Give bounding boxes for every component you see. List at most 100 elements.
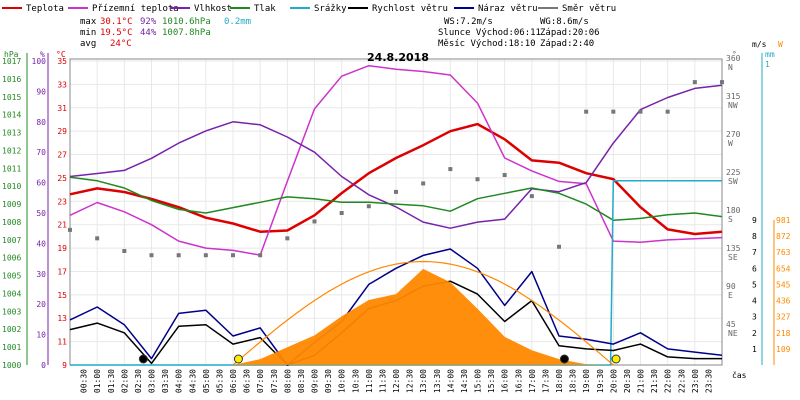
- tick-temp: 9: [62, 361, 67, 370]
- series-solar-area: [233, 268, 614, 365]
- tick-x: 09:00: [311, 369, 320, 393]
- axis-w-title: W: [778, 40, 783, 49]
- tick-pct: 80: [36, 118, 46, 127]
- tick-x: 00:30: [80, 369, 89, 393]
- tick-dir: 180: [726, 206, 741, 215]
- tick-x: 02:00: [120, 369, 129, 393]
- tick-x: 19:30: [596, 369, 605, 393]
- tick-mm: 1: [765, 60, 770, 69]
- legend-label-4: Srážky: [314, 4, 347, 14]
- tick-x: 08:30: [297, 369, 306, 393]
- tick-x: 11:00: [365, 369, 374, 393]
- tick-pct: 40: [36, 239, 46, 248]
- tick-x: 20:00: [609, 369, 618, 393]
- tick-ms: 6: [752, 264, 757, 273]
- tick-x: 01:00: [93, 369, 102, 393]
- tick-x: 16:00: [501, 369, 510, 393]
- stat-min-hum: 44%: [140, 28, 157, 38]
- tick-w: 545: [776, 280, 791, 289]
- tick-hpa: 1001: [2, 343, 21, 352]
- tick-x: 15:00: [474, 369, 483, 393]
- dir-point: [611, 109, 616, 114]
- legend-label-7: Směr větru: [562, 4, 616, 14]
- tick-hpa: 1003: [2, 307, 21, 316]
- tick-hpa: 1012: [2, 146, 21, 155]
- sun-moon-marker: [559, 354, 569, 364]
- series-sm-r-v-tru: [68, 80, 724, 258]
- tick-temp: 17: [57, 267, 67, 276]
- dir-point: [285, 236, 290, 241]
- tick-x: 13:00: [419, 369, 428, 393]
- tick-dir: 225: [726, 168, 741, 177]
- tick-dir-letter: N: [728, 63, 733, 72]
- tick-ms: 7: [752, 248, 757, 257]
- tick-hpa: 1004: [2, 289, 21, 298]
- tick-w: 654: [776, 264, 791, 273]
- series-teplota: [69, 122, 723, 236]
- stat-wg: WG:8.6m/s: [540, 17, 589, 27]
- tick-x: 22:00: [664, 369, 673, 393]
- tick-ms: 8: [752, 232, 757, 241]
- tick-x: 13:30: [433, 369, 442, 393]
- tick-x: 03:30: [161, 369, 170, 393]
- tick-hpa: 1010: [2, 182, 21, 191]
- tick-temp: 13: [57, 314, 67, 323]
- legend-label-2: Vlhkost: [194, 4, 232, 14]
- tick-dir: 315: [726, 92, 741, 101]
- tick-dir: 45: [726, 320, 736, 329]
- tick-temp: 33: [57, 80, 67, 89]
- stat-moon-rise: Měsíc Východ:18:10: [438, 39, 536, 49]
- dir-point: [122, 249, 127, 253]
- tick-x: 14:00: [446, 369, 455, 393]
- tick-ms: 3: [752, 313, 757, 322]
- series-vlhkost: [69, 84, 723, 229]
- tick-temp: 27: [57, 151, 67, 160]
- stat-max-hum: 92%: [140, 17, 157, 27]
- dir-point: [203, 253, 208, 258]
- stat-max-label: max: [80, 17, 97, 27]
- tick-dir-letter: E: [728, 291, 733, 300]
- tick-temp: 31: [57, 104, 67, 113]
- legend-label-6: Náraz větru: [478, 4, 538, 14]
- tick-ms: 5: [752, 280, 757, 289]
- legend-label-3: Tlak: [254, 4, 276, 14]
- dir-point: [720, 80, 724, 85]
- stat-ws: WS:7.2m/s: [444, 17, 493, 27]
- tick-temp: 25: [57, 174, 67, 183]
- tick-x: 09:30: [324, 369, 333, 393]
- tick-x: 19:00: [582, 369, 591, 393]
- tick-x: 17:00: [528, 369, 537, 393]
- sun-arc: [232, 260, 614, 366]
- stat-max-temp: 30.1°C: [100, 17, 133, 27]
- stat-max-pres: 1010.6hPa: [162, 17, 211, 27]
- tick-ms: 2: [752, 329, 757, 338]
- tick-x: 21:00: [637, 369, 646, 393]
- tick-dir: 135: [726, 244, 741, 253]
- axis-ms-title: m/s: [752, 40, 767, 49]
- tick-pct: 100: [32, 57, 47, 66]
- stat-moon-set: Západ:2:40: [540, 39, 594, 49]
- tick-x: 10:00: [338, 369, 347, 393]
- sun-moon-marker: [138, 354, 148, 364]
- axis-mm-title: mm: [765, 50, 775, 59]
- tick-w: 109: [776, 345, 791, 354]
- tick-pct: 20: [36, 300, 46, 309]
- plot-area: [68, 64, 724, 366]
- tick-temp: 19: [57, 244, 67, 253]
- tick-x: 04:30: [188, 369, 197, 393]
- tick-w: 327: [776, 313, 791, 322]
- tick-x: 02:30: [134, 369, 143, 393]
- tick-hpa: 1016: [2, 75, 21, 84]
- tick-pct: 90: [36, 87, 46, 96]
- grid: [69, 58, 723, 366]
- tick-x: 01:30: [107, 369, 116, 393]
- tick-hpa: 1015: [2, 93, 21, 102]
- dir-point: [68, 227, 72, 232]
- axis-x-title: čas: [732, 370, 747, 380]
- dir-point: [421, 181, 426, 186]
- tick-w: 763: [776, 248, 791, 257]
- tick-x: 23:30: [704, 369, 713, 393]
- tick-x: 23:00: [691, 369, 700, 393]
- tick-dir: 270: [726, 130, 741, 139]
- dir-point: [502, 173, 507, 177]
